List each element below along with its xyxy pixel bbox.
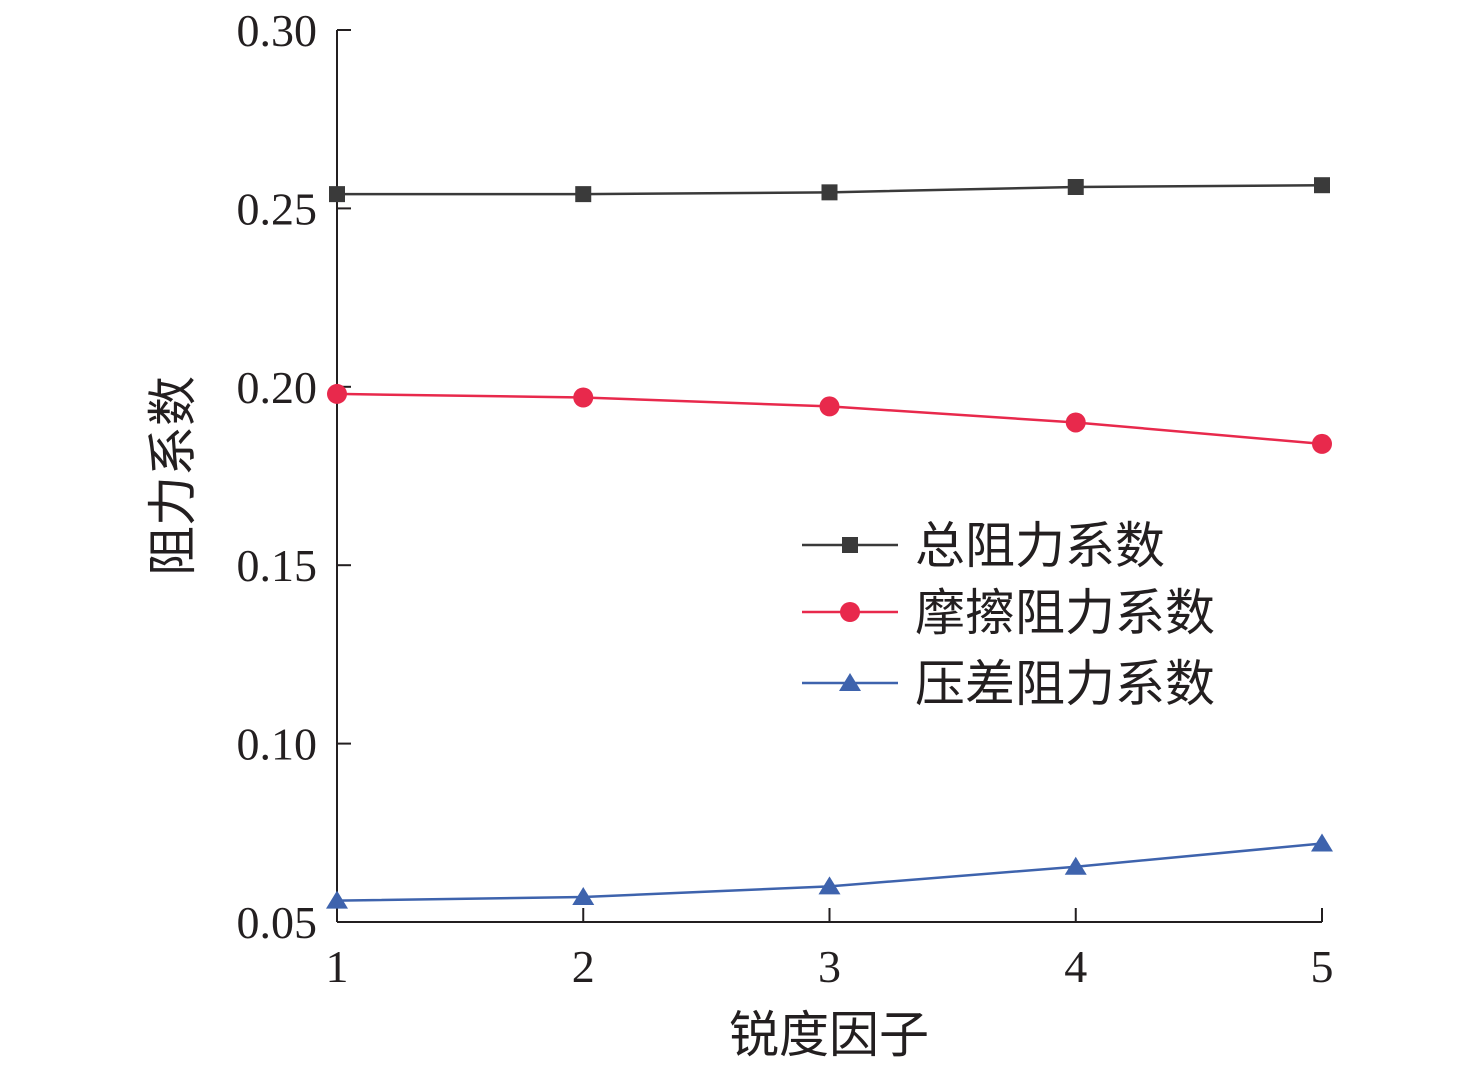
x-tick-label: 2 — [572, 941, 595, 992]
data-point — [1312, 433, 1332, 454]
series-layer — [326, 177, 1333, 909]
data-point — [821, 184, 838, 201]
legend-label: 总阻力系数 — [915, 517, 1165, 575]
data-point — [1314, 177, 1330, 194]
data-point — [573, 387, 594, 408]
data-point — [326, 890, 348, 909]
legend-item: 总阻力系数 — [802, 517, 1165, 575]
legend-marker — [842, 537, 858, 553]
axes — [336, 30, 1322, 923]
legend-item: 压差阻力系数 — [802, 655, 1215, 713]
data-point — [327, 383, 347, 404]
x-tick-label: 4 — [1064, 941, 1087, 992]
y-tick-label: 0.15 — [237, 540, 318, 591]
data-point — [818, 876, 841, 895]
data-point — [575, 186, 592, 203]
legend-marker — [839, 673, 861, 691]
x-tick-label: 5 — [1311, 941, 1334, 992]
y-axis-title: 阻力系数 — [144, 376, 202, 576]
x-tick-label: 3 — [818, 941, 841, 992]
y-tick-label: 0.20 — [237, 362, 318, 413]
legend-item: 摩擦阻力系数 — [802, 584, 1215, 642]
series-3 — [326, 833, 1333, 909]
data-point — [1065, 412, 1086, 433]
data-point — [1311, 833, 1333, 852]
data-point — [1064, 856, 1087, 875]
y-tick-label: 0.05 — [237, 897, 318, 948]
x-axis-title: 锐度因子 — [729, 1006, 929, 1064]
legend-label: 压差阻力系数 — [915, 655, 1215, 713]
data-point — [572, 887, 595, 906]
series-2 — [327, 383, 1332, 454]
x-ticks: 1 2 3 4 5 — [326, 908, 1334, 992]
data-point — [819, 396, 840, 417]
legend-label: 摩擦阻力系数 — [915, 584, 1215, 642]
x-tick-label: 1 — [326, 941, 349, 992]
data-point — [1067, 178, 1084, 195]
series-1 — [329, 177, 1330, 203]
y-tick-label: 0.25 — [237, 183, 318, 234]
y-ticks: 0.05 0.10 0.15 0.20 0.25 0.30 — [237, 5, 351, 948]
y-tick-label: 0.10 — [237, 719, 318, 770]
data-point — [329, 186, 345, 203]
legend-marker — [840, 602, 860, 622]
y-tick-label: 0.30 — [237, 5, 318, 56]
